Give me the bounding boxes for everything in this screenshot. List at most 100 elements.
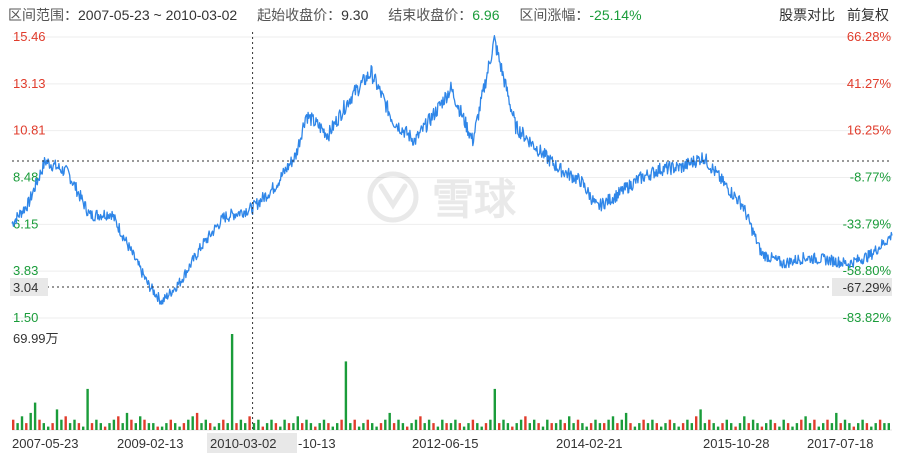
volume-bar xyxy=(436,426,440,430)
volume-bar xyxy=(563,423,566,430)
volume-bar xyxy=(673,423,676,430)
volume-bar xyxy=(160,426,164,430)
volume-bar xyxy=(559,419,562,430)
y-tick-right: 66.28% xyxy=(847,29,892,44)
volume-bar xyxy=(401,423,405,430)
grid-lines xyxy=(12,36,892,431)
volume-bar xyxy=(99,423,102,430)
volume-bar xyxy=(576,419,580,430)
volume-bar xyxy=(734,426,737,430)
volume-bar xyxy=(887,423,890,430)
volume-bar xyxy=(108,423,111,430)
volume-bar xyxy=(471,419,475,430)
range-label: 区间范围： xyxy=(8,7,78,23)
volume-bar xyxy=(778,426,781,430)
compare-stock-button[interactable]: 股票对比 xyxy=(779,7,836,23)
volume-bar xyxy=(716,426,720,430)
volume-bar xyxy=(874,423,877,430)
volume-bar xyxy=(366,419,369,430)
volume-bar xyxy=(883,423,886,430)
volume-bars xyxy=(12,334,890,430)
volume-bar xyxy=(655,423,658,430)
volume-bar xyxy=(314,426,317,430)
volume-max-label: 69.99万 xyxy=(13,331,59,346)
volume-bar xyxy=(524,416,527,430)
crosshair-pct-value: -67.29% xyxy=(843,280,892,295)
x-tick-label: 2015-10-28 xyxy=(703,436,770,451)
y-tick-right: -83.82% xyxy=(843,310,892,325)
volume-bar xyxy=(598,423,602,430)
volume-bar xyxy=(699,409,702,430)
volume-bar xyxy=(353,419,356,430)
y-tick-left: 10.81 xyxy=(13,123,46,138)
y-tick-right: -58.80% xyxy=(843,263,892,278)
volume-bar xyxy=(182,423,186,430)
change-label: 区间涨幅： xyxy=(519,7,590,23)
x-tick-label: 2009-02-13 xyxy=(117,436,184,451)
volume-bar xyxy=(12,419,15,430)
volume-bar xyxy=(585,426,588,430)
volume-bar xyxy=(624,412,628,430)
volume-bar xyxy=(152,423,155,430)
volume-bar xyxy=(42,423,45,430)
volume-bar xyxy=(642,419,645,430)
volume-bar xyxy=(379,423,383,430)
volume-bar xyxy=(287,423,291,430)
y-tick-left: 15.46 xyxy=(13,29,46,44)
volume-bar xyxy=(392,423,396,430)
volume-bar xyxy=(90,423,94,430)
volume-bar xyxy=(484,423,488,430)
volume-bar xyxy=(20,416,24,430)
adjust-mode-button[interactable]: 前复权 xyxy=(847,7,889,23)
volume-bar xyxy=(73,419,76,430)
range-start-date: 2007-05-23 xyxy=(78,7,150,23)
volume-bar xyxy=(822,423,825,430)
volume-bar xyxy=(125,412,129,430)
volume-bar xyxy=(331,426,334,430)
volume-bar xyxy=(839,423,842,430)
volume-bar xyxy=(594,419,597,430)
open-price-label: 起始收盘价： xyxy=(257,7,342,23)
volume-bar xyxy=(445,423,448,430)
volume-bar xyxy=(449,423,453,430)
volume-bar xyxy=(703,423,707,430)
y-tick-right: 16.25% xyxy=(847,123,892,138)
volume-bar xyxy=(572,423,575,430)
volume-bar xyxy=(388,412,391,430)
volume-bar xyxy=(537,423,540,430)
crosshair-price-box xyxy=(10,278,48,297)
volume-bar xyxy=(795,423,799,430)
volume-bar xyxy=(480,426,483,430)
volume-bar xyxy=(607,419,610,430)
change-value: -25.14% xyxy=(589,7,642,23)
volume-bar xyxy=(340,419,343,430)
volume-bar xyxy=(252,423,256,430)
volume-bar xyxy=(112,419,116,430)
volume-bar xyxy=(533,419,536,430)
watermark-text: 雪球 xyxy=(432,176,517,223)
crosshair-pct-box xyxy=(832,278,892,297)
volume-bar xyxy=(668,419,672,430)
volume-bar xyxy=(467,423,470,430)
volume-bar xyxy=(239,419,243,430)
volume-bar xyxy=(546,419,549,430)
volume-bar xyxy=(169,419,172,430)
volume-bar xyxy=(646,423,650,430)
volume-bar xyxy=(476,423,479,430)
volume-bar xyxy=(808,423,812,430)
y-tick-right: -8.77% xyxy=(850,170,892,185)
volume-bar xyxy=(209,423,212,430)
volume-bar xyxy=(489,419,492,430)
volume-bar xyxy=(730,423,733,430)
volume-bar xyxy=(191,416,194,430)
open-price-value: 9.30 xyxy=(341,7,369,23)
volume-bar xyxy=(204,419,207,430)
x-tick-label: 2017-07-18 xyxy=(807,436,874,451)
volume-bar xyxy=(502,419,505,430)
volume-bar xyxy=(843,419,847,430)
range-info-bar: 区间范围：2007-05-23 ~ 2010-03-02 起始收盘价：9.30 … xyxy=(8,5,642,25)
volume-bar xyxy=(318,423,321,430)
volume-bar xyxy=(309,423,313,430)
volume-bar xyxy=(432,423,435,430)
